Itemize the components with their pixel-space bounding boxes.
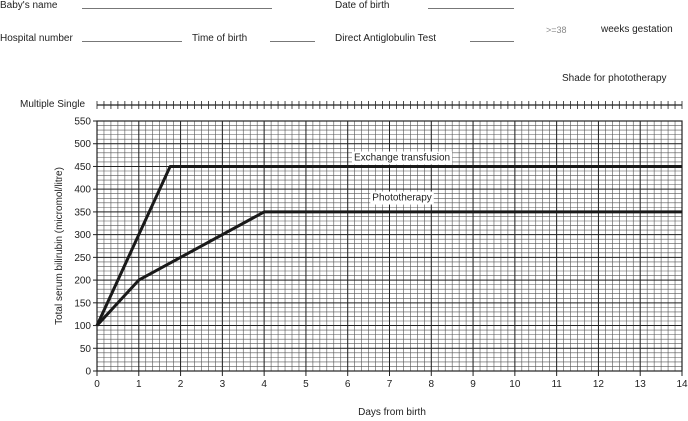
phototherapy-label: Phototherapy	[372, 193, 432, 204]
time-of-birth-label: Time of birth	[192, 33, 248, 44]
direct-antiglobulin-test-label: Direct Antiglobulin Test	[335, 33, 436, 44]
y-tick-label: 100	[74, 321, 91, 332]
x-tick-labels: 0 1 2 3 4 5 6 7 8 9 10 11 12 13 14	[94, 379, 688, 390]
y-tick-label: 300	[74, 230, 91, 241]
babys-name-line[interactable]	[82, 8, 272, 9]
date-of-birth-label: Date of birth	[335, 0, 390, 11]
x-tick-label: 7	[387, 379, 393, 390]
x-tick-label: 2	[178, 379, 184, 390]
y-tick-label: 200	[74, 276, 91, 287]
y-tick-labels: 0 50 100 150 200 250 300 350 400 450 500 550	[74, 117, 91, 378]
x-tick-label: 14	[676, 379, 688, 390]
x-axis-label: Days from birth	[358, 407, 426, 418]
hospital-number-line[interactable]	[82, 41, 182, 42]
hospital-number-label: Hospital number	[0, 33, 73, 44]
phototherapy-line	[95, 210, 682, 327]
direct-antiglobulin-test-line[interactable]	[470, 41, 514, 42]
y-tick-label: 150	[74, 298, 91, 309]
y-tick-label: 250	[74, 253, 91, 264]
exchange-transfusion-label: Exchange transfusion	[354, 153, 450, 164]
y-tick-label: 0	[85, 367, 91, 378]
x-tick-label: 5	[303, 379, 309, 390]
series-labels: Exchange transfusion Phototherapy	[351, 151, 453, 205]
gestation-value: >=38	[546, 25, 567, 35]
y-tick-label: 400	[74, 185, 91, 196]
x-tick-label: 11	[551, 379, 562, 390]
y-tick-label: 450	[74, 162, 91, 173]
series-label-background	[351, 151, 453, 165]
x-tick-label: 3	[220, 379, 226, 390]
x-tick-label: 13	[635, 379, 647, 390]
x-tick-label: 1	[136, 379, 142, 390]
top-tick-strip	[96, 101, 683, 109]
x-tick-label: 8	[429, 379, 435, 390]
time-of-birth-line[interactable]	[270, 41, 315, 42]
gestation-unit-label: weeks gestation	[601, 24, 673, 35]
y-axis-label: Total serum bilirubin (micromol/litre)	[54, 167, 65, 325]
x-tick-label: 12	[593, 379, 605, 390]
x-tick-label: 6	[345, 379, 351, 390]
x-tick-label: 9	[470, 379, 476, 390]
x-tick-label: 4	[261, 379, 267, 390]
shade-for-phototherapy-note: Shade for phototherapy	[562, 73, 667, 84]
y-tick-label: 550	[74, 117, 91, 128]
y-tick-label: 500	[74, 139, 91, 150]
series-label-background	[370, 191, 434, 205]
x-tick-label: 10	[509, 379, 521, 390]
y-tick-label: 50	[80, 344, 92, 355]
x-tick-label: 0	[94, 379, 100, 390]
y-tick-label: 350	[74, 207, 91, 218]
date-of-birth-line[interactable]	[428, 8, 514, 9]
exchange-transfusion-line	[95, 164, 682, 327]
multiple-single-label: Multiple Single	[20, 99, 86, 110]
chart-axes	[93, 120, 683, 376]
threshold-lines	[95, 164, 682, 327]
babys-name-label: Baby's name	[0, 0, 58, 11]
